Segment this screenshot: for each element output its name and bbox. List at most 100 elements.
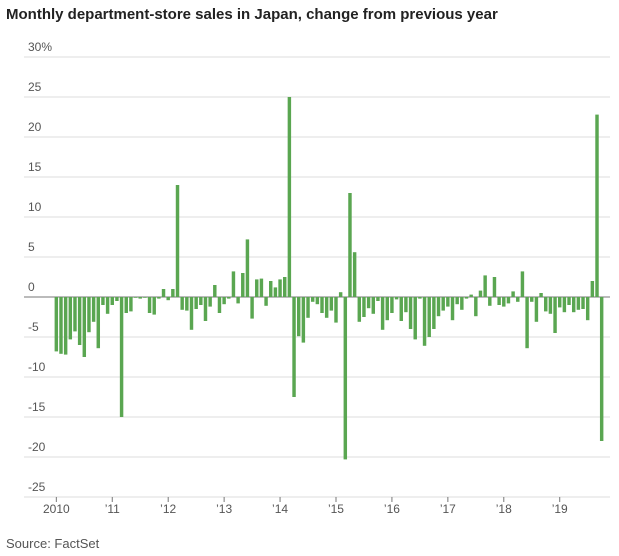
bar <box>376 297 380 301</box>
bar <box>73 297 77 332</box>
bar <box>105 297 110 314</box>
bar <box>478 290 483 297</box>
bar <box>175 185 180 297</box>
bar <box>352 252 357 297</box>
bar <box>310 297 315 302</box>
bar <box>292 297 296 397</box>
bar <box>59 297 63 354</box>
bar <box>455 297 459 305</box>
bar <box>362 297 366 317</box>
bar <box>147 297 152 313</box>
bar <box>189 297 194 330</box>
bar <box>115 297 119 301</box>
bar <box>320 297 324 313</box>
bar <box>241 273 245 297</box>
y-tick-label: -5 <box>28 320 39 334</box>
bar <box>315 297 320 305</box>
bar <box>502 297 506 307</box>
bar <box>282 277 287 297</box>
x-tick-label: ’13 <box>216 502 232 516</box>
bar <box>511 291 515 297</box>
bar <box>101 297 105 305</box>
y-tick-label: -20 <box>28 440 46 454</box>
bar <box>133 297 138 298</box>
bar <box>194 297 198 309</box>
y-tick-label: 15 <box>28 160 42 174</box>
bar <box>571 297 576 313</box>
bar <box>474 297 478 317</box>
y-tick-label: 10 <box>28 200 42 214</box>
y-tick-label: 5 <box>28 240 35 254</box>
bar <box>366 297 371 309</box>
bar <box>269 281 273 297</box>
bar <box>539 293 543 297</box>
y-tick-label: 20 <box>28 120 42 134</box>
bar <box>497 297 501 305</box>
bar <box>245 239 250 297</box>
bar <box>152 297 156 315</box>
bar <box>418 297 422 299</box>
bar <box>506 297 511 304</box>
y-tick-label: -15 <box>28 400 46 414</box>
y-tick-label: 25 <box>28 80 42 94</box>
bar <box>585 297 590 321</box>
bar <box>217 297 222 313</box>
bar <box>520 271 525 297</box>
bar <box>77 297 82 345</box>
y-tick-label: -25 <box>28 480 46 494</box>
bar <box>236 297 240 304</box>
chart-title: Monthly department-store sales in Japan,… <box>6 6 498 23</box>
bar <box>180 297 184 310</box>
bar <box>87 297 91 333</box>
bar <box>380 297 385 330</box>
bar <box>404 297 408 313</box>
bar <box>562 297 567 313</box>
bar <box>422 297 427 346</box>
bar <box>231 271 236 297</box>
bar <box>460 297 464 310</box>
x-tick-label: ’12 <box>160 502 176 516</box>
bar <box>548 297 553 314</box>
bar <box>208 297 212 307</box>
bar <box>287 97 292 297</box>
bar <box>124 297 128 313</box>
source: Source: FactSet <box>6 536 100 551</box>
bar <box>450 297 455 321</box>
bar <box>334 297 338 323</box>
bar <box>599 297 604 441</box>
bar <box>306 297 310 318</box>
bar <box>301 297 306 343</box>
bar <box>492 277 497 297</box>
bar <box>203 297 208 321</box>
x-tick-label: ’15 <box>328 502 344 516</box>
bar <box>157 297 161 299</box>
bar <box>161 289 166 297</box>
x-tick-label: ’11 <box>105 502 120 516</box>
bar <box>399 297 403 321</box>
bar <box>413 297 417 340</box>
bar <box>544 297 548 312</box>
y-tick-label: 0 <box>28 280 35 294</box>
bar <box>213 285 217 297</box>
bar <box>348 193 352 297</box>
bar <box>590 281 595 297</box>
y-tick-label: -10 <box>28 360 46 374</box>
x-tick-label: ’16 <box>384 502 400 516</box>
bar <box>63 297 68 355</box>
bar <box>110 297 114 305</box>
bar <box>408 297 413 329</box>
bar <box>143 297 147 298</box>
x-tick-label: ’17 <box>440 502 456 516</box>
bar <box>427 297 431 337</box>
bar <box>534 297 539 322</box>
bar <box>394 297 399 300</box>
bar <box>171 289 175 297</box>
bar <box>264 297 268 306</box>
bar <box>273 287 278 297</box>
bar <box>390 297 394 313</box>
bar <box>68 297 73 340</box>
bar <box>469 294 473 297</box>
bar <box>222 297 226 305</box>
bar <box>525 297 529 349</box>
bar <box>436 297 441 317</box>
